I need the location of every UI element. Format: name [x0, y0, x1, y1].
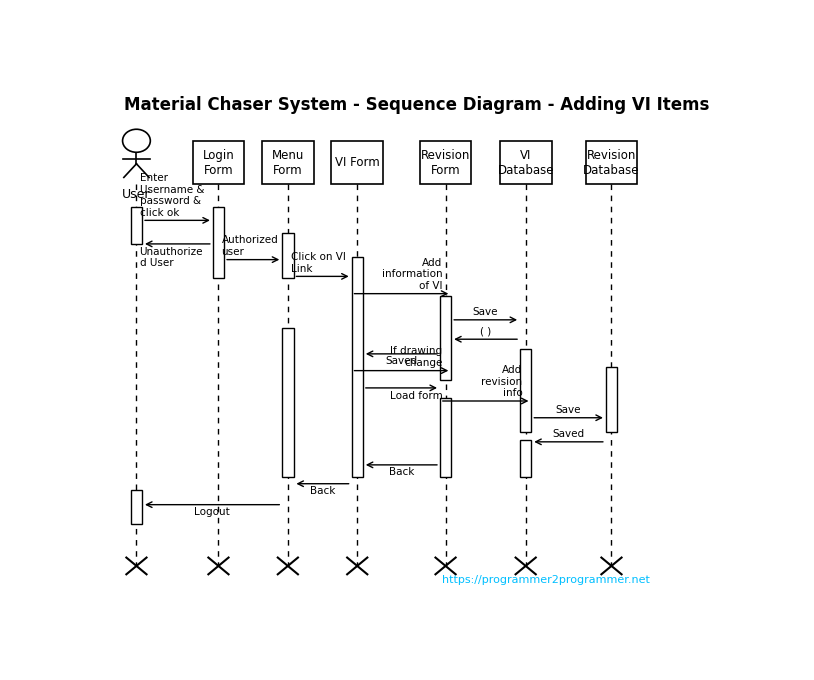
- Text: Enter
Username &
password &
click ok: Enter Username & password & click ok: [140, 173, 204, 218]
- Text: VI
Database: VI Database: [497, 149, 554, 177]
- Bar: [440, 296, 451, 380]
- Text: Unauthorize
d User: Unauthorize d User: [140, 247, 204, 268]
- Circle shape: [123, 129, 151, 152]
- Bar: [520, 440, 532, 477]
- Bar: [262, 141, 313, 184]
- Bar: [585, 141, 637, 184]
- Text: Save: Save: [473, 307, 498, 317]
- Text: Save: Save: [556, 405, 581, 415]
- Text: User: User: [122, 188, 151, 201]
- Text: Menu
Form: Menu Form: [272, 149, 304, 177]
- Text: Authorized
user: Authorized user: [221, 235, 278, 257]
- Text: Revision
Database: Revision Database: [583, 149, 640, 177]
- Bar: [606, 367, 617, 432]
- Bar: [193, 141, 244, 184]
- Bar: [131, 490, 142, 524]
- Text: Material Chaser System - Sequence Diagram - Adding VI Items: Material Chaser System - Sequence Diagra…: [125, 96, 710, 114]
- Text: Click on VI
Link: Click on VI Link: [291, 252, 346, 274]
- Bar: [520, 349, 532, 432]
- Text: https://programmer2programmer.net: https://programmer2programmer.net: [443, 575, 650, 585]
- Text: Logout: Logout: [195, 507, 230, 517]
- Text: Back: Back: [389, 467, 414, 477]
- Bar: [440, 398, 451, 477]
- Bar: [282, 233, 294, 278]
- Bar: [352, 257, 363, 477]
- Text: Back: Back: [310, 486, 335, 496]
- Bar: [282, 328, 294, 477]
- Text: Saved: Saved: [385, 356, 418, 367]
- Bar: [420, 141, 471, 184]
- Text: If drawing
change: If drawing change: [390, 346, 443, 368]
- Text: Load form: Load form: [390, 390, 443, 401]
- Text: ( ): ( ): [480, 326, 491, 337]
- Text: Add
information
of VI: Add information of VI: [382, 258, 443, 291]
- Bar: [331, 141, 383, 184]
- Bar: [500, 141, 552, 184]
- Text: Add
revision
info: Add revision info: [481, 365, 523, 398]
- Bar: [131, 207, 142, 244]
- Text: VI Form: VI Form: [335, 156, 379, 169]
- Text: Revision
Form: Revision Form: [421, 149, 470, 177]
- Bar: [212, 207, 224, 278]
- Text: Saved: Saved: [553, 429, 584, 439]
- Text: Login
Form: Login Form: [203, 149, 234, 177]
